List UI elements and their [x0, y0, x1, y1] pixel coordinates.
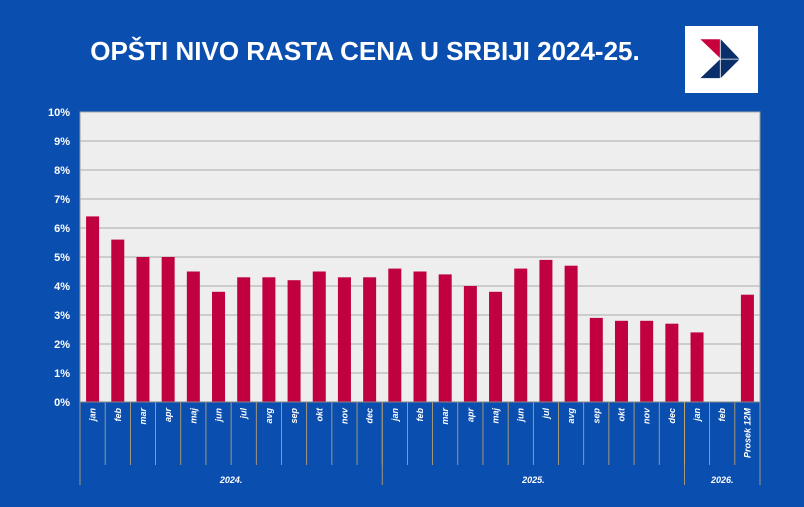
bar	[690, 332, 704, 402]
x-tick-label: jan	[88, 408, 98, 423]
chart-title: OPŠTI NIVO RASTA CENA U SRBIJI 2024-25.	[90, 36, 640, 66]
bar	[161, 257, 175, 402]
bar	[413, 271, 427, 402]
y-tick-label: 1%	[54, 368, 70, 380]
bar	[237, 277, 251, 402]
bar	[514, 268, 528, 402]
y-tick-label: 9%	[54, 136, 70, 148]
x-tick-label: dec	[667, 408, 677, 424]
x-tick-label: avg	[566, 408, 576, 424]
bar	[640, 320, 654, 402]
x-tick-label: apr	[163, 408, 173, 423]
x-tick-label: okt	[314, 407, 324, 422]
bar	[262, 277, 276, 402]
bar	[539, 259, 553, 402]
x-tick-label: mar	[440, 408, 450, 425]
bar	[463, 286, 477, 402]
y-tick-label: 5%	[54, 252, 70, 264]
x-tick-label: jun	[214, 408, 224, 423]
year-group-label: 2024.	[219, 475, 243, 485]
bar	[337, 277, 351, 402]
x-tick-label: okt	[616, 407, 626, 422]
y-tick-label: 6%	[54, 223, 70, 235]
bar	[111, 239, 125, 402]
bar	[312, 271, 326, 402]
bar	[86, 216, 100, 402]
bar	[589, 317, 603, 402]
logo-icon	[700, 39, 740, 79]
bar	[136, 257, 150, 402]
x-tick-label: nov	[339, 407, 349, 424]
x-tick-label: feb	[415, 407, 425, 421]
y-tick-label: 0%	[54, 397, 70, 409]
bar	[564, 265, 578, 402]
bar	[186, 271, 200, 402]
y-tick-label: 7%	[54, 194, 70, 206]
x-tick-label: nov	[642, 407, 652, 424]
bar	[287, 280, 301, 402]
x-tick-label: feb	[113, 407, 123, 421]
y-tick-label: 10%	[48, 107, 70, 119]
x-tick-label: maj	[188, 408, 198, 424]
x-tick-label: jul	[239, 408, 249, 420]
bar	[740, 294, 754, 402]
x-tick-label: sep	[591, 408, 601, 424]
y-tick-label: 2%	[54, 339, 70, 351]
y-tick-label: 3%	[54, 310, 70, 322]
x-tick-label: apr	[465, 408, 475, 423]
bar	[363, 277, 377, 402]
x-tick-label: maj	[491, 408, 501, 424]
x-tick-label: jan	[692, 408, 702, 423]
bar	[489, 291, 503, 402]
logo	[685, 26, 758, 93]
year-group-label: 2025.	[521, 475, 545, 485]
bar	[665, 323, 679, 402]
x-tick-label: sep	[289, 408, 299, 424]
y-tick-label: 8%	[54, 165, 70, 177]
year-group-label: 2026.	[710, 475, 734, 485]
x-tick-label: feb	[717, 407, 727, 421]
bar	[388, 268, 402, 402]
x-tick-label: mar	[138, 408, 148, 425]
x-tick-label: jun	[516, 408, 526, 423]
bar	[438, 274, 452, 402]
x-tick-label: jan	[390, 408, 400, 423]
bar	[212, 291, 226, 402]
x-tick-label: dec	[365, 408, 375, 424]
y-tick-label: 4%	[54, 281, 70, 293]
x-tick-label: avg	[264, 408, 274, 424]
x-tick-label: Prosek 12M	[742, 408, 752, 459]
bar	[614, 320, 628, 402]
x-tick-label: jul	[541, 408, 551, 420]
